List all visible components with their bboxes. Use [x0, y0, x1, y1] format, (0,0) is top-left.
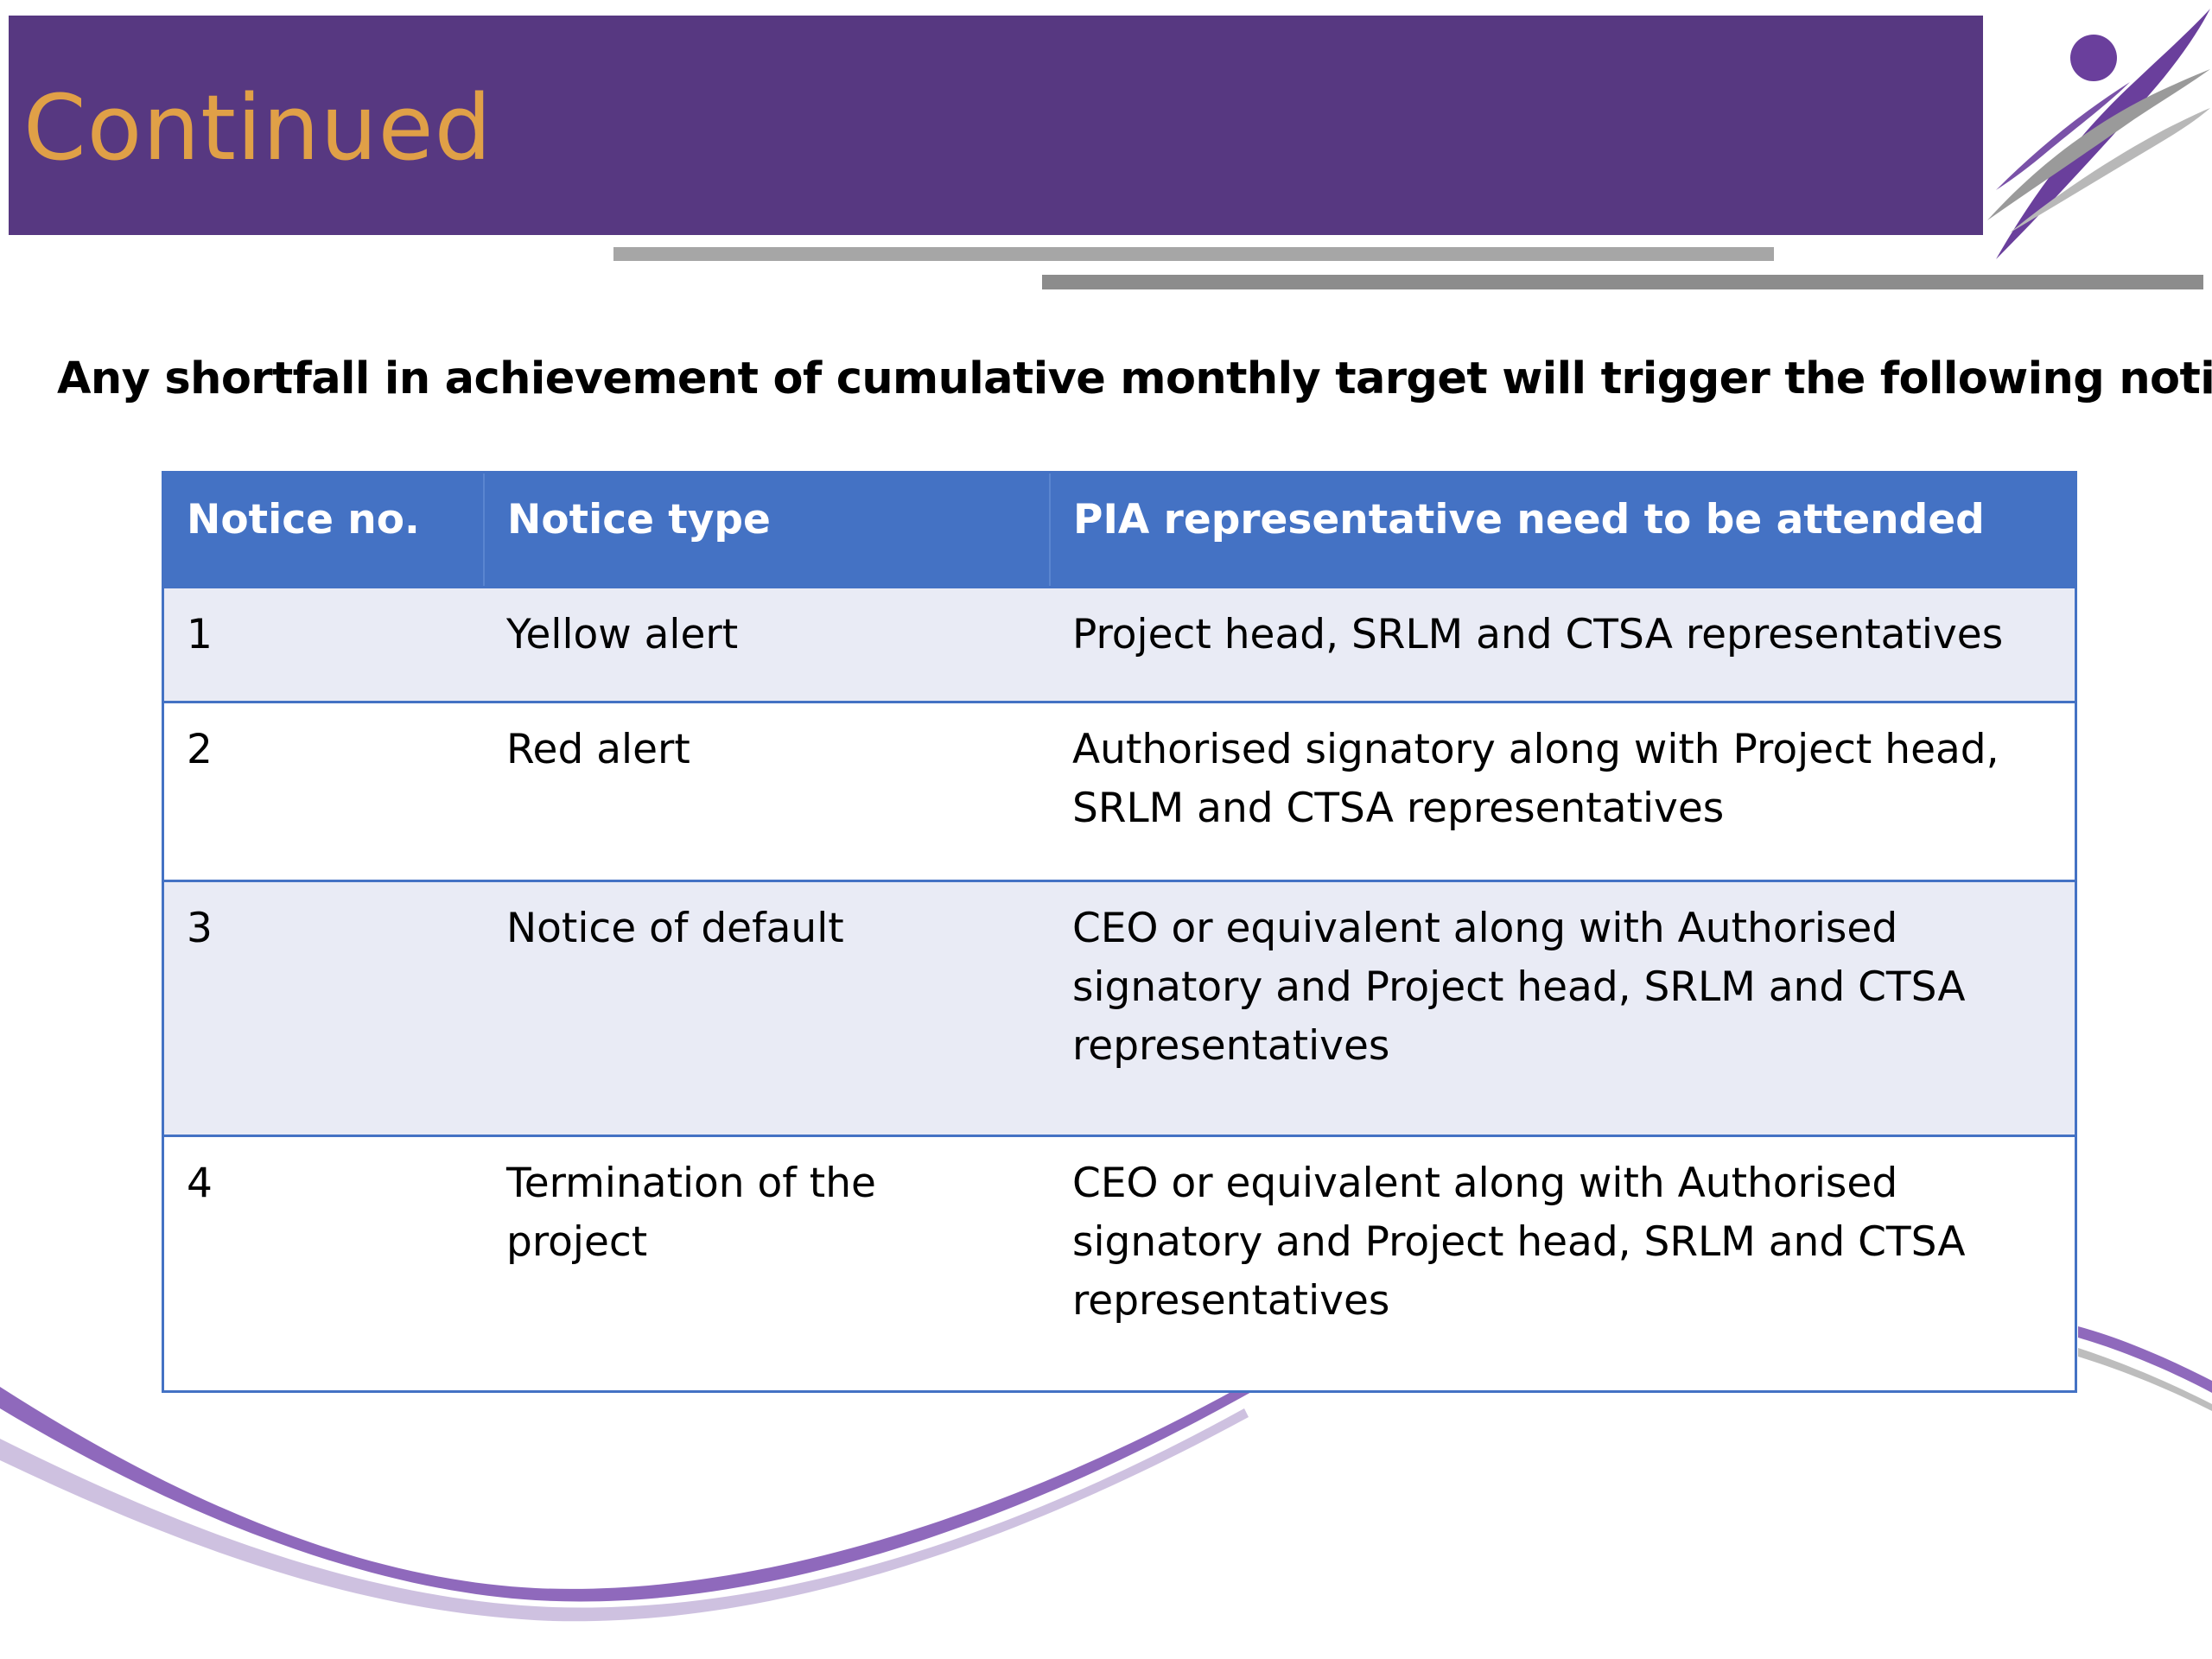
decorative-rule-bottom: [1042, 275, 2203, 289]
running-figure-logo-icon: [1987, 9, 2210, 259]
header-pia-representative: PIA representative need to be attended: [1050, 474, 2075, 587]
cell-notice-type: Termination of the project: [484, 1134, 1050, 1390]
cell-notice-type: Yellow alert: [484, 585, 1050, 702]
header-notice-no: Notice no.: [164, 474, 485, 587]
decorative-swoosh: [0, 1326, 2212, 1622]
notices-table: Notice no. Notice type PIA representativ…: [162, 471, 2077, 1393]
cell-notice-no: 2: [164, 700, 484, 880]
cell-representative: CEO or equivalent along with Authorised …: [1050, 1134, 2075, 1390]
cell-notice-type: Notice of default: [484, 879, 1050, 1135]
title-bar: Continued: [9, 16, 1983, 235]
table-header-row: Notice no. Notice type PIA representativ…: [164, 474, 2075, 587]
table-row: 2 Red alert Authorised signatory along w…: [164, 700, 2075, 880]
header-notice-type: Notice type: [484, 474, 1051, 587]
cell-representative: Project head, SRLM and CTSA representati…: [1050, 585, 2075, 702]
table-row: 3 Notice of default CEO or equivalent al…: [164, 879, 2075, 1135]
cell-notice-no: 4: [164, 1134, 484, 1390]
decorative-rule-top: [613, 247, 1774, 261]
cell-notice-no: 1: [164, 585, 484, 702]
cell-representative: Authorised signatory along with Project …: [1050, 700, 2075, 880]
cell-representative: CEO or equivalent along with Authorised …: [1050, 879, 2075, 1135]
table-row: 4 Termination of the project CEO or equi…: [164, 1134, 2075, 1390]
table-row: 1 Yellow alert Project head, SRLM and CT…: [164, 585, 2075, 702]
cell-notice-no: 3: [164, 879, 484, 1135]
slide-title: Continued: [23, 75, 493, 181]
cell-notice-type: Red alert: [484, 700, 1050, 880]
slide-subtitle: Any shortfall in achievement of cumulati…: [57, 353, 2212, 404]
